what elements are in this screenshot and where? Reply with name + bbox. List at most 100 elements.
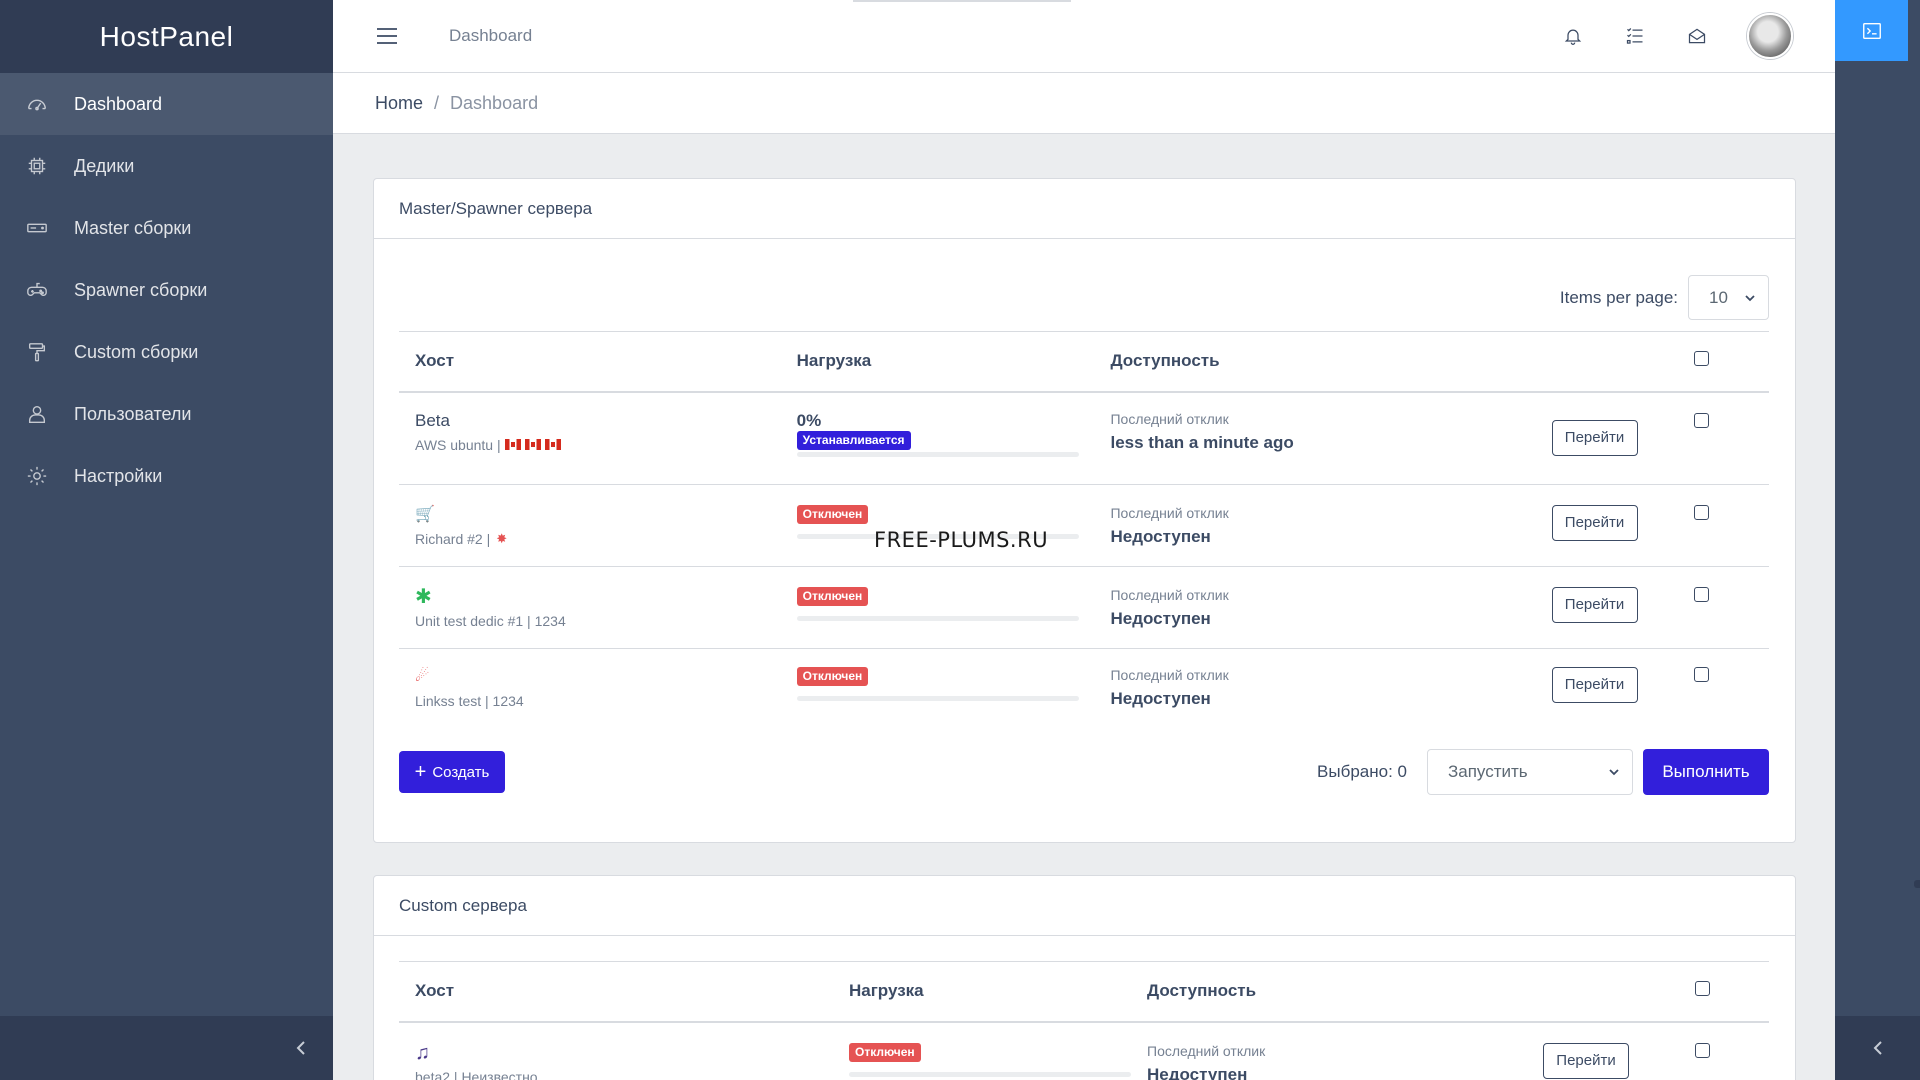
row-checkbox[interactable] — [1693, 667, 1709, 682]
host-name: Beta — [415, 410, 450, 430]
load-cell: Отключен — [780, 484, 1095, 567]
last-response-label: Последний отклик — [1110, 505, 1229, 521]
go-button[interactable]: Перейти — [1551, 505, 1638, 541]
items-per-page-select[interactable]: 10 — [1688, 275, 1769, 320]
canada-flag-icon — [544, 439, 561, 450]
go-button[interactable]: Перейти — [1551, 667, 1638, 703]
host-details: Linkss test | 1234 — [415, 693, 781, 709]
select-cell — [1663, 1021, 1769, 1080]
host-details: Unit test dedic #1 | 1234 — [415, 613, 781, 629]
execute-button[interactable]: Выполнить — [1643, 749, 1769, 795]
breadcrumb-home[interactable]: Home — [375, 92, 424, 113]
sidebar: HostPanel Dashboard Дедики Master сборки… — [0, 0, 333, 1080]
chevron-left-icon — [296, 1041, 305, 1055]
hamburger-menu-button[interactable] — [375, 24, 399, 48]
load-progress — [849, 1071, 1131, 1077]
sidebar-item-label: Пользователи — [74, 403, 192, 424]
breadcrumb-current: Dashboard — [450, 92, 539, 113]
sidebar-item-label: Spawner сборки — [74, 279, 208, 300]
bell-icon — [1564, 29, 1582, 45]
custom-servers-table: Хост Нагрузка Доступность ♫ beta2 | Неиз… — [399, 961, 1769, 1080]
column-action — [1543, 961, 1663, 1023]
menu-icon — [377, 28, 397, 44]
aside-terminal-button[interactable] — [1835, 0, 1908, 61]
sidebar-item-spawner[interactable]: Spawner сборки — [0, 259, 333, 321]
bulk-actions: + Создать Выбрано: 0 Запустить Выполнить — [399, 749, 1769, 795]
host-sub-text: Unit test dedic #1 | 1234 — [415, 613, 566, 629]
select-all-checkbox[interactable] — [1693, 351, 1709, 367]
availability-cell: Последний отклик Недоступен — [1094, 566, 1552, 649]
select-cell — [1637, 391, 1769, 485]
bulk-action-select[interactable]: Запустить — [1427, 749, 1633, 795]
user-icon — [26, 403, 48, 425]
column-load: Нагрузка — [833, 961, 1131, 1023]
last-response-label: Последний отклик — [1110, 587, 1229, 603]
task-list-button[interactable] — [1623, 24, 1647, 48]
breadcrumb: Home / Dashboard — [333, 73, 1835, 134]
host-cell: 🛒 Richard #2 | ✸ — [399, 484, 781, 567]
cart-icon: 🛒 — [415, 506, 435, 523]
aside-collapse-button[interactable] — [1835, 1016, 1920, 1080]
breadcrumb-separator: / — [434, 92, 440, 113]
sidebar-item-users[interactable]: Пользователи — [0, 383, 333, 445]
items-per-page-label: Items per page: — [1559, 287, 1678, 307]
sidebar-nav: Dashboard Дедики Master сборки Spawner с… — [0, 73, 333, 507]
create-button[interactable]: + Создать — [399, 751, 505, 793]
brand-logo[interactable]: HostPanel — [0, 0, 333, 73]
row-checkbox[interactable] — [1693, 412, 1709, 428]
row-checkbox[interactable] — [1695, 1042, 1710, 1058]
host-details: AWS ubuntu | — [415, 437, 781, 453]
select-all-checkbox[interactable] — [1695, 981, 1710, 997]
column-select — [1637, 331, 1769, 393]
sidebar-item-master[interactable]: Master сборки — [0, 197, 333, 259]
clover-icon: ✱ — [415, 586, 432, 608]
host-cell: ✱ Unit test dedic #1 | 1234 — [399, 566, 781, 649]
notifications-button[interactable] — [1561, 24, 1585, 48]
row-checkbox[interactable] — [1693, 505, 1709, 520]
table-row: Beta AWS ubuntu | 0% Устанавливается Пос… — [399, 391, 1769, 485]
action-cell: Перейти — [1551, 566, 1638, 649]
sidebar-item-settings[interactable]: Настройки — [0, 445, 333, 507]
master-spawner-card: Master/Spawner сервера Items per page: 1… — [373, 178, 1796, 843]
messages-button[interactable] — [1685, 24, 1709, 48]
host-cell: Beta AWS ubuntu | — [399, 391, 781, 485]
go-button[interactable]: Перейти — [1551, 587, 1638, 623]
table-row: 🛒 Richard #2 | ✸ Отключен Последний откл… — [399, 484, 1769, 567]
table-row: ♫ beta2 | Неизвестно Отключен Последний … — [399, 1021, 1769, 1080]
load-progress — [796, 616, 1079, 621]
sidebar-item-custom[interactable]: Custom сборки — [0, 321, 333, 383]
status-badge: Отключен — [796, 667, 869, 686]
load-cell: Отключен — [833, 1021, 1131, 1080]
status-badge: Устанавливается — [796, 430, 911, 450]
header-dashboard-link[interactable]: Dashboard — [449, 26, 533, 45]
card-title: Custom сервера — [374, 876, 1795, 936]
table-row: ✱ Unit test dedic #1 | 1234 Отключен Пос… — [399, 566, 1769, 649]
sidebar-item-dashboard[interactable]: Dashboard — [0, 73, 333, 135]
load-progress — [796, 534, 1079, 539]
last-response-value: Недоступен — [1147, 1064, 1248, 1080]
go-button[interactable]: Перейти — [1543, 1042, 1629, 1079]
go-button[interactable]: Перейти — [1551, 419, 1638, 456]
host-details: beta2 | Неизвестно — [415, 1069, 833, 1080]
speedometer-icon — [26, 93, 48, 115]
row-checkbox[interactable] — [1693, 587, 1709, 602]
user-avatar[interactable] — [1747, 13, 1793, 59]
scrollbar-thumb[interactable] — [1914, 880, 1920, 888]
spark-icon: ✸ — [496, 531, 508, 546]
status-badge: Отключен — [796, 505, 869, 524]
load-percent: 0% — [796, 410, 822, 430]
column-availability: Доступность — [1131, 961, 1543, 1023]
sidebar-minimize-button[interactable] — [0, 1016, 333, 1080]
host-details: Richard #2 | ✸ — [415, 531, 781, 547]
host-sub-text: Richard #2 | — [415, 531, 491, 547]
sidebar-item-label: Дедики — [74, 155, 135, 176]
header-actions — [1523, 13, 1793, 59]
select-cell — [1637, 566, 1769, 649]
sidebar-item-label: Настройки — [74, 465, 163, 486]
table-row: ☄ Linkss test | 1234 Отключен Последний … — [399, 649, 1769, 729]
sidebar-item-label: Dashboard — [74, 93, 163, 114]
action-cell: Перейти — [1543, 1021, 1663, 1080]
music-note-icon: ♫ — [415, 1041, 430, 1064]
sidebar-item-dediki[interactable]: Дедики — [0, 135, 333, 197]
canada-flag-icon — [504, 439, 521, 450]
